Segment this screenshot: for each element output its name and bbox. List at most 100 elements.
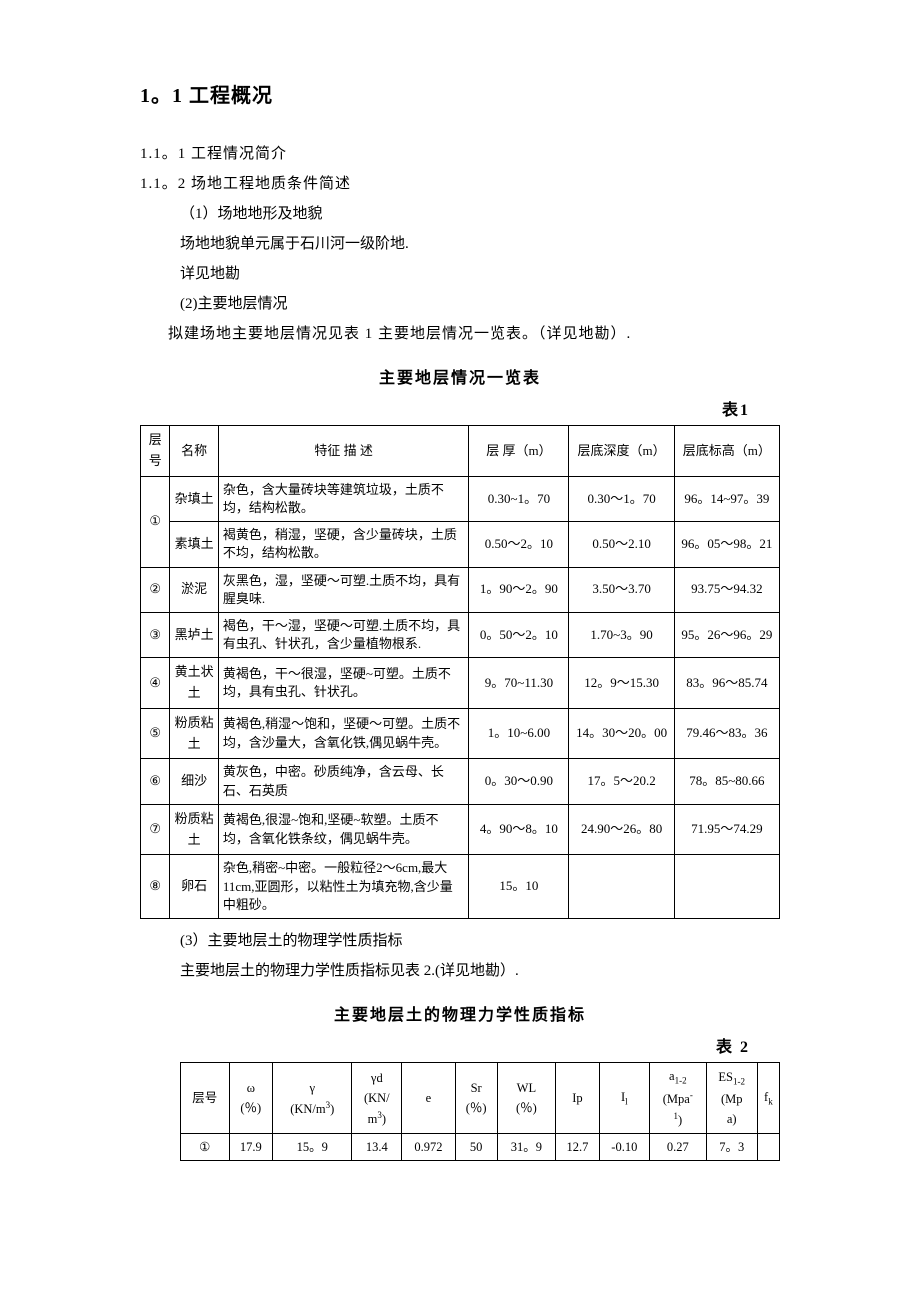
cell-name: 黑垆土	[170, 612, 218, 657]
item-1-terrain: （1）场地地形及地貌	[140, 202, 780, 226]
cell-desc: 黄褐色,很湿~饱和,坚硬~软塑。土质不均，含氧化铁条纹，偶见蜗牛壳。	[218, 804, 469, 855]
cell-depth: 0.50～2.10	[569, 522, 674, 567]
th-depth: 层底深度（m）	[569, 426, 674, 477]
cell-depth: 3.50～3.70	[569, 567, 674, 612]
cell-desc: 褐色，干～湿，坚硬～可塑.土质不均，具有虫孔、针状孔，含少量植物根系.	[218, 612, 469, 657]
cell-depth: 24.90～26。80	[569, 804, 674, 855]
strata-table: 层号 名称 特征 描 述 层 厚（m） 层底深度（m） 层底标高（m） ①杂填土…	[140, 425, 780, 919]
cell-depth	[569, 855, 674, 919]
cell-name: 淤泥	[170, 567, 218, 612]
cell-thick: 1。90～2。90	[469, 567, 569, 612]
cell-desc: 杂色，含大量砖块等建筑垃圾，土质不均，结构松散。	[218, 476, 469, 521]
cell-desc: 灰黑色，湿，坚硬～可塑.土质不均，具有腥臭味.	[218, 567, 469, 612]
cell2-e: 0.972	[402, 1134, 456, 1161]
th2-fk: fk	[757, 1063, 779, 1134]
cell-name: 素填土	[170, 522, 218, 567]
cell-name: 粉质粘土	[170, 708, 218, 759]
cell-name: 杂填土	[170, 476, 218, 521]
cell2-es12: 7。3	[706, 1134, 757, 1161]
cell-name: 卵石	[170, 855, 218, 919]
table1-row: 素填土褐黄色，稍湿，坚硬，含少量砖块，土质不均，结构松散。0.50～2。100.…	[141, 522, 780, 567]
cell-desc: 黄褐色，干～很湿，坚硬~可塑。土质不均，具有虫孔、针状孔。	[218, 658, 469, 709]
table2-intro: 主要地层土的物理力学性质指标见表 2.(详见地勘）.	[140, 959, 780, 983]
th2-il: Il	[599, 1063, 649, 1134]
cell-layer: ②	[141, 567, 170, 612]
section-heading: 1。1 工程概况	[140, 80, 780, 112]
cell-thick: 1。10~6.00	[469, 708, 569, 759]
cell-thick: 0。30～0.90	[469, 759, 569, 804]
table1-row: ⑤粉质粘土黄褐色,稍湿～饱和，坚硬～可塑。土质不均，含沙量大，含氧化铁,偶见蜗牛…	[141, 708, 780, 759]
cell-layer: ⑤	[141, 708, 170, 759]
see-survey: 详见地勘	[140, 262, 780, 286]
th2-e: e	[402, 1063, 456, 1134]
th-elev: 层底标高（m）	[674, 426, 779, 477]
cell-thick: 15。10	[469, 855, 569, 919]
th2-layer: 层号	[181, 1063, 230, 1134]
terrain-desc: 场地地貌单元属于石川河一级阶地.	[140, 232, 780, 256]
table1-row: ⑧卵石杂色,稍密~中密。一般粒径2～6cm,最大11cm,亚圆形，以粘性土为填充…	[141, 855, 780, 919]
cell-layer: ③	[141, 612, 170, 657]
cell-desc: 杂色,稍密~中密。一般粒径2～6cm,最大11cm,亚圆形，以粘性土为填充物,含…	[218, 855, 469, 919]
cell-elev: 83。96～85.74	[674, 658, 779, 709]
cell-depth: 12。9～15.30	[569, 658, 674, 709]
table1-row: ②淤泥灰黑色，湿，坚硬～可塑.土质不均，具有腥臭味.1。90～2。903.50～…	[141, 567, 780, 612]
table1-row: ①杂填土杂色，含大量砖块等建筑垃圾，土质不均，结构松散。0.30~1。700.3…	[141, 476, 780, 521]
cell-elev: 96。05～98。21	[674, 522, 779, 567]
item-3-physics: (3）主要地层土的物理学性质指标	[140, 929, 780, 953]
cell-elev: 95。26～96。29	[674, 612, 779, 657]
cell-thick: 4。90～8。10	[469, 804, 569, 855]
cell-name: 细沙	[170, 759, 218, 804]
th2-es12: ES1-2(Mpa)	[706, 1063, 757, 1134]
th2-sr: Sr(％)	[455, 1063, 497, 1134]
cell-layer: ④	[141, 658, 170, 709]
table2-number: 表 2	[140, 1035, 780, 1061]
cell-thick: 0.30~1。70	[469, 476, 569, 521]
cell-depth: 14。30～20。00	[569, 708, 674, 759]
cell2-il: -0.10	[599, 1134, 649, 1161]
cell-elev	[674, 855, 779, 919]
table1-title: 主要地层情况一览表	[140, 366, 780, 392]
cell-thick: 9。70~11.30	[469, 658, 569, 709]
cell-elev: 78。85~80.66	[674, 759, 779, 804]
cell2-wl: 31。9	[497, 1134, 556, 1161]
physics-table: 层号 ω(％) γ(KN/m3) γd(KN/m3) e Sr(％) WL(％)…	[180, 1062, 780, 1161]
cell-elev: 96。14~97。39	[674, 476, 779, 521]
th-name: 名称	[170, 426, 218, 477]
cell-layer: ⑥	[141, 759, 170, 804]
table1-row: ⑥细沙黄灰色，中密。砂质纯净，含云母、长石、石英质0。30～0.9017。5～2…	[141, 759, 780, 804]
table1-header-row: 层号 名称 特征 描 述 层 厚（m） 层底深度（m） 层底标高（m）	[141, 426, 780, 477]
cell2-layer: ①	[181, 1134, 230, 1161]
cell-desc: 黄褐色,稍湿～饱和，坚硬～可塑。土质不均，含沙量大，含氧化铁,偶见蜗牛壳。	[218, 708, 469, 759]
cell-layer: ⑧	[141, 855, 170, 919]
cell2-w: 17.9	[229, 1134, 272, 1161]
subsection-1: 1.1。1 工程情况简介	[140, 142, 780, 166]
cell-depth: 17。5～20.2	[569, 759, 674, 804]
cell-depth: 1.70~3。90	[569, 612, 674, 657]
cell-elev: 93.75～94.32	[674, 567, 779, 612]
cell2-ip: 12.7	[556, 1134, 599, 1161]
cell-layer: ①	[141, 476, 170, 567]
cell-desc: 褐黄色，稍湿，坚硬，含少量砖块，土质不均，结构松散。	[218, 522, 469, 567]
th-thick: 层 厚（m）	[469, 426, 569, 477]
subsection-2: 1.1。2 场地工程地质条件简述	[140, 172, 780, 196]
th2-gammad: γd(KN/m3)	[352, 1063, 402, 1134]
cell-name: 黄土状土	[170, 658, 218, 709]
cell-thick: 0。50～2。10	[469, 612, 569, 657]
table1-row: ③黑垆土褐色，干～湿，坚硬～可塑.土质不均，具有虫孔、针状孔，含少量植物根系.0…	[141, 612, 780, 657]
cell2-gamma: 15。9	[273, 1134, 352, 1161]
table2-row: ①17.915。913.40.9725031。912.7-0.100.277。3	[181, 1134, 780, 1161]
cell2-gammad: 13.4	[352, 1134, 402, 1161]
cell-layer: ⑦	[141, 804, 170, 855]
th2-ip: Ip	[556, 1063, 599, 1134]
cell-desc: 黄灰色，中密。砂质纯净，含云母、长石、石英质	[218, 759, 469, 804]
table1-row: ⑦粉质粘土黄褐色,很湿~饱和,坚硬~软塑。土质不均，含氧化铁条纹，偶见蜗牛壳。4…	[141, 804, 780, 855]
th-layer: 层号	[141, 426, 170, 477]
th2-a12: a1-2(Mpa-1)	[649, 1063, 706, 1134]
table1-number: 表1	[140, 398, 780, 424]
table2-header-row: 层号 ω(％) γ(KN/m3) γd(KN/m3) e Sr(％) WL(％)…	[181, 1063, 780, 1134]
cell-elev: 79.46～83。36	[674, 708, 779, 759]
table1-row: ④黄土状土黄褐色，干～很湿，坚硬~可塑。土质不均，具有虫孔、针状孔。9。70~1…	[141, 658, 780, 709]
cell-name: 粉质粘土	[170, 804, 218, 855]
th-desc: 特征 描 述	[218, 426, 469, 477]
cell-thick: 0.50～2。10	[469, 522, 569, 567]
